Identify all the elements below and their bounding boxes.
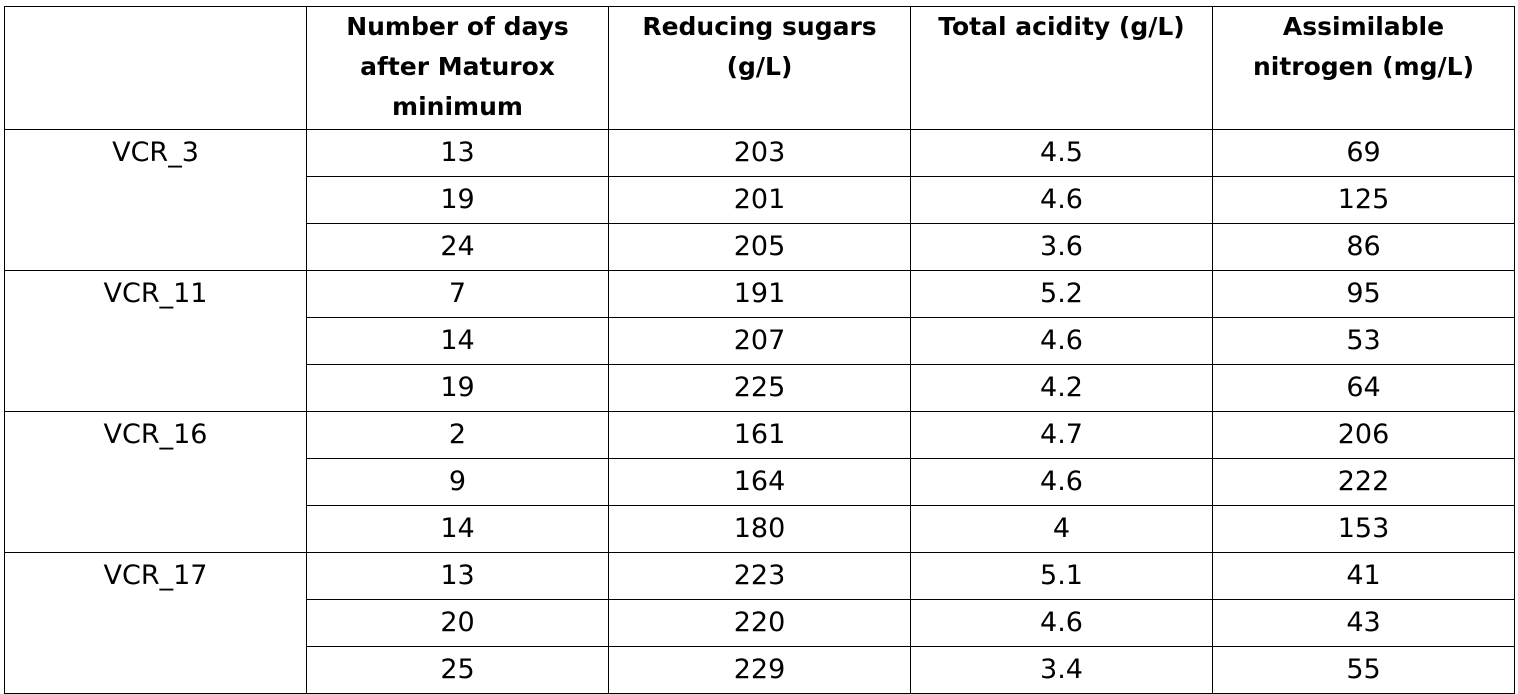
cell-days: 13 — [306, 552, 609, 600]
cell-sugars: 229 — [608, 646, 911, 694]
table-row: VCR_17 13 223 5.1 41 — [4, 552, 1515, 694]
header-row: Number of days after Maturox minimum Reduci… — [4, 6, 1515, 130]
cell-acidity: 5.2 — [910, 270, 1213, 318]
cell-nitrogen: 222 — [1212, 458, 1515, 506]
cell-acidity: 3.4 — [910, 646, 1213, 694]
cell-sugars: 180 — [608, 505, 911, 553]
table-row: 14 180 4 153 — [5, 505, 1515, 553]
table-row: 14 207 4.6 53 — [5, 317, 1515, 365]
cell-sugars: 220 — [608, 599, 911, 647]
group-label: VCR_3 — [4, 129, 307, 271]
cell-nitrogen: 55 — [1212, 646, 1515, 694]
cell-sugars: 201 — [608, 176, 911, 224]
table-row: VCR_16 2 161 4.7 206 — [4, 411, 1515, 553]
group-label: VCR_17 — [4, 552, 307, 694]
header-line: (g/L) — [726, 52, 793, 81]
cell-sugars: 207 — [608, 317, 911, 365]
cell-sugars: 161 — [608, 411, 911, 459]
cell-nitrogen: 153 — [1212, 505, 1515, 553]
cell-days: 9 — [306, 458, 609, 506]
cell-nitrogen: 206 — [1212, 411, 1515, 459]
cell-nitrogen: 86 — [1212, 223, 1515, 271]
cell-sugars: 223 — [608, 552, 911, 600]
cell-acidity: 4.7 — [910, 411, 1213, 459]
cell-acidity: 4.2 — [910, 364, 1213, 412]
header-line: minimum — [392, 92, 523, 121]
cell-nitrogen: 41 — [1212, 552, 1515, 600]
table-row: 19 225 4.2 64 — [5, 364, 1515, 412]
cell-sugars: 191 — [608, 270, 911, 318]
table-row: 20 220 4.6 43 — [5, 599, 1515, 647]
cell-nitrogen: 43 — [1212, 599, 1515, 647]
cell-nitrogen: 69 — [1212, 129, 1515, 177]
header-line: Reducing sugars — [642, 12, 877, 41]
header-days: Number of days after Maturox minimum — [306, 6, 609, 130]
data-table: Number of days after Maturox minimum Reduci… — [4, 6, 1515, 694]
table-row: 9 164 4.6 222 — [5, 458, 1515, 506]
header-sugars: Reducing sugars (g/L) — [608, 6, 911, 130]
table-row: VCR_3 13 203 4.5 69 — [4, 129, 1515, 271]
cell-acidity: 4.6 — [910, 317, 1213, 365]
cell-acidity: 4.6 — [910, 176, 1213, 224]
cell-days: 19 — [306, 176, 609, 224]
header-line: Total acidity (g/L) — [938, 12, 1185, 41]
cell-acidity: 3.6 — [910, 223, 1213, 271]
cell-sugars: 164 — [608, 458, 911, 506]
header-line: Number of days — [346, 12, 569, 41]
cell-days: 20 — [306, 599, 609, 647]
header-line: after Maturox — [360, 52, 555, 81]
header-acidity: Total acidity (g/L) — [910, 6, 1213, 130]
cell-nitrogen: 125 — [1212, 176, 1515, 224]
header-corner — [4, 6, 307, 130]
cell-days: 25 — [306, 646, 609, 694]
cell-sugars: 225 — [608, 364, 911, 412]
cell-days: 14 — [306, 317, 609, 365]
table-row: VCR_11 7 191 5.2 95 — [4, 270, 1515, 412]
cell-days: 2 — [306, 411, 609, 459]
cell-nitrogen: 64 — [1212, 364, 1515, 412]
cell-days: 19 — [306, 364, 609, 412]
group-label: VCR_11 — [4, 270, 307, 412]
cell-acidity: 4.5 — [910, 129, 1213, 177]
cell-days: 14 — [306, 505, 609, 553]
cell-days: 24 — [306, 223, 609, 271]
cell-nitrogen: 95 — [1212, 270, 1515, 318]
cell-acidity: 4.6 — [910, 599, 1213, 647]
cell-days: 7 — [306, 270, 609, 318]
cell-acidity: 5.1 — [910, 552, 1213, 600]
header-nitrogen: Assimilable nitrogen (mg/L) — [1212, 6, 1515, 130]
cell-sugars: 203 — [608, 129, 911, 177]
group-label: VCR_16 — [4, 411, 307, 553]
cell-acidity: 4.6 — [910, 458, 1213, 506]
cell-nitrogen: 53 — [1212, 317, 1515, 365]
cell-days: 13 — [306, 129, 609, 177]
table-row: 25 229 3.4 55 — [5, 646, 1515, 694]
cell-sugars: 205 — [608, 223, 911, 271]
header-line: nitrogen (mg/L) — [1252, 52, 1475, 81]
header-line: Assimilable — [1282, 12, 1445, 41]
cell-acidity: 4 — [910, 505, 1213, 553]
